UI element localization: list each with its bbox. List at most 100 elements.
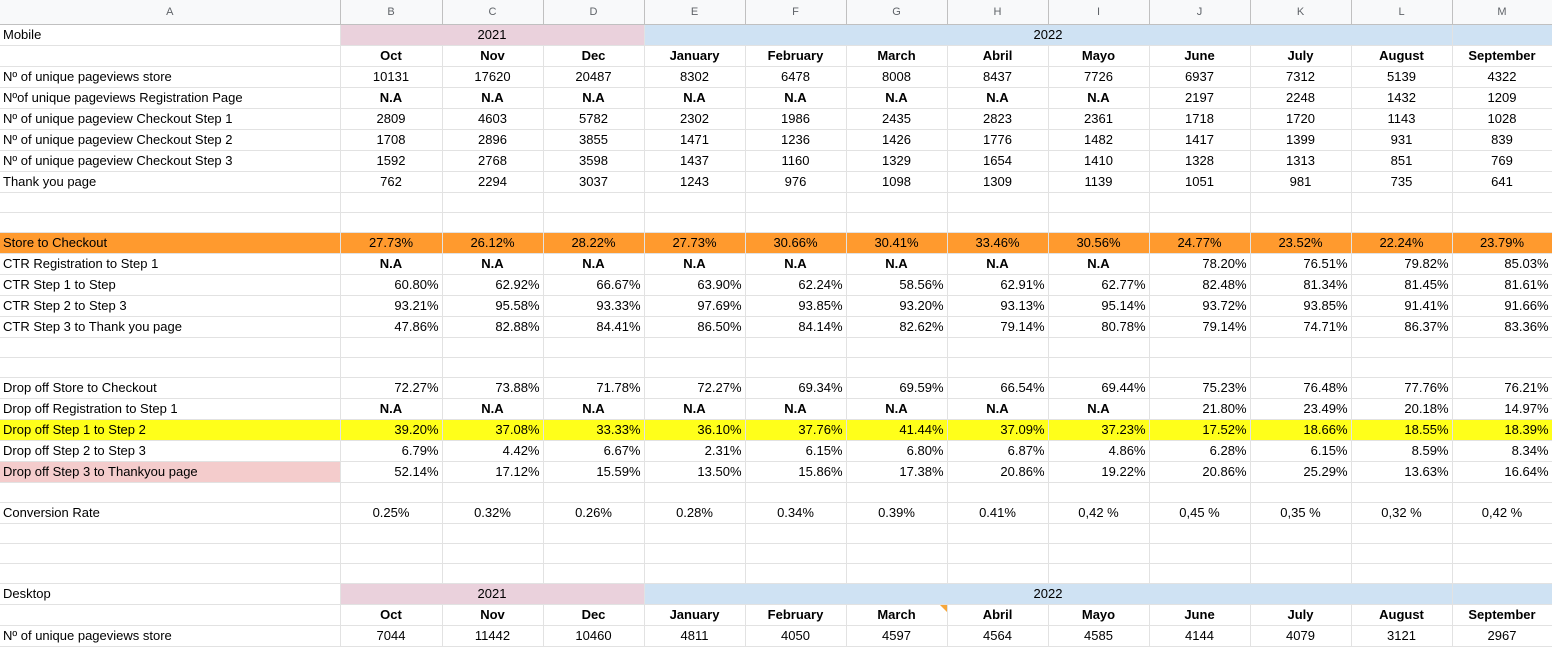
empty-cell[interactable] (846, 523, 948, 544)
month-header[interactable]: Dec (543, 604, 645, 626)
value-cell[interactable]: 81.61% (1452, 274, 1552, 296)
value-cell[interactable]: 23.79% (1452, 232, 1552, 254)
value-cell[interactable]: N.A (947, 398, 1049, 420)
value-cell[interactable]: 37.76% (745, 419, 847, 441)
empty-cell[interactable] (1048, 543, 1150, 564)
empty-cell[interactable] (442, 563, 544, 584)
empty-cell[interactable] (543, 337, 645, 358)
empty-cell[interactable] (543, 482, 645, 503)
month-header[interactable]: June (1149, 604, 1251, 626)
row-label[interactable]: Nº of unique pageviews store (0, 66, 341, 88)
empty-cell[interactable] (442, 212, 544, 233)
row-label[interactable]: Nº of unique pageview Checkout Step 3 (0, 150, 341, 172)
value-cell[interactable]: 2823 (947, 108, 1049, 130)
value-cell[interactable]: 84.14% (745, 316, 847, 338)
empty-cell[interactable] (846, 563, 948, 584)
value-cell[interactable]: 1236 (745, 129, 847, 151)
value-cell[interactable]: 13.63% (1351, 461, 1453, 483)
value-cell[interactable]: 26.12% (442, 232, 544, 254)
year-2022-header[interactable]: 2022 (644, 583, 1453, 605)
empty-cell[interactable] (1351, 543, 1453, 564)
empty-cell[interactable] (340, 482, 443, 503)
empty-cell[interactable] (1250, 543, 1352, 564)
value-cell[interactable]: 4322 (1452, 66, 1552, 88)
value-cell[interactable]: 1139 (1048, 171, 1150, 193)
value-cell[interactable]: 2768 (442, 150, 544, 172)
value-cell[interactable]: 13.50% (644, 461, 746, 483)
value-cell[interactable]: 851 (1351, 150, 1453, 172)
value-cell[interactable]: 2809 (340, 108, 443, 130)
value-cell[interactable]: 83.36% (1452, 316, 1552, 338)
month-header[interactable]: September (1452, 45, 1552, 67)
value-cell[interactable]: 11442 (442, 625, 544, 647)
empty-cell[interactable] (543, 563, 645, 584)
value-cell[interactable]: N.A (543, 398, 645, 420)
value-cell[interactable]: 8302 (644, 66, 746, 88)
empty-cell[interactable] (543, 212, 645, 233)
empty-cell[interactable] (846, 357, 948, 378)
month-header[interactable]: Mayo (1048, 45, 1150, 67)
value-cell[interactable]: 86.50% (644, 316, 746, 338)
empty-cell[interactable] (644, 543, 746, 564)
empty-cell[interactable] (1351, 563, 1453, 584)
value-cell[interactable]: 93.85% (745, 295, 847, 317)
month-header[interactable]: Nov (442, 45, 544, 67)
empty-cell[interactable] (442, 523, 544, 544)
desktop-section-label[interactable]: Desktop (0, 583, 341, 605)
value-cell[interactable]: 1028 (1452, 108, 1552, 130)
value-cell[interactable]: 81.45% (1351, 274, 1453, 296)
value-cell[interactable]: 6937 (1149, 66, 1251, 88)
empty-cell[interactable] (745, 543, 847, 564)
value-cell[interactable]: N.A (340, 87, 443, 109)
value-cell[interactable]: 1143 (1351, 108, 1453, 130)
column-header-i[interactable]: I (1048, 0, 1150, 25)
value-cell[interactable]: 33.33% (543, 419, 645, 441)
value-cell[interactable]: 27.73% (340, 232, 443, 254)
value-cell[interactable]: 6.15% (745, 440, 847, 462)
value-cell[interactable]: 14.97% (1452, 398, 1552, 420)
empty-cell[interactable] (0, 543, 341, 564)
empty-cell[interactable] (1351, 523, 1453, 544)
value-cell[interactable]: 8.34% (1452, 440, 1552, 462)
column-header-c[interactable]: C (442, 0, 544, 25)
value-cell[interactable]: 1051 (1149, 171, 1251, 193)
row-label[interactable]: Drop off Step 3 to Thankyou page (0, 461, 341, 483)
empty-cell[interactable] (1149, 192, 1251, 213)
value-cell[interactable]: 8437 (947, 66, 1049, 88)
value-cell[interactable]: 1471 (644, 129, 746, 151)
value-cell[interactable]: 6.67% (543, 440, 645, 462)
value-cell[interactable]: 75.23% (1149, 377, 1251, 399)
value-cell[interactable]: 0.32% (442, 502, 544, 524)
value-cell[interactable]: 5782 (543, 108, 645, 130)
value-cell[interactable]: 95.14% (1048, 295, 1150, 317)
value-cell[interactable]: 1098 (846, 171, 948, 193)
column-header-h[interactable]: H (947, 0, 1049, 25)
month-header[interactable]: March (846, 45, 948, 67)
value-cell[interactable]: 1437 (644, 150, 746, 172)
month-header[interactable]: February (745, 45, 847, 67)
value-cell[interactable]: 4811 (644, 625, 746, 647)
empty-cell[interactable] (1149, 357, 1251, 378)
value-cell[interactable]: 4.42% (442, 440, 544, 462)
column-header-e[interactable]: E (644, 0, 746, 25)
value-cell[interactable]: 1776 (947, 129, 1049, 151)
value-cell[interactable]: 0.39% (846, 502, 948, 524)
value-cell[interactable]: N.A (442, 87, 544, 109)
empty-cell[interactable] (1250, 357, 1352, 378)
value-cell[interactable]: N.A (846, 253, 948, 275)
value-cell[interactable]: 91.66% (1452, 295, 1552, 317)
row-label[interactable]: Nºof unique pageviews Registration Page (0, 87, 341, 109)
row-label[interactable]: Drop off Store to Checkout (0, 377, 341, 399)
value-cell[interactable]: 17.52% (1149, 419, 1251, 441)
empty-cell[interactable] (1149, 563, 1251, 584)
column-header-j[interactable]: J (1149, 0, 1251, 25)
empty-cell[interactable] (947, 212, 1049, 233)
month-header[interactable]: Oct (340, 604, 443, 626)
empty-cell[interactable] (1452, 337, 1552, 358)
empty-cell[interactable] (340, 543, 443, 564)
column-header-k[interactable]: K (1250, 0, 1352, 25)
month-header[interactable]: August (1351, 604, 1453, 626)
empty-cell[interactable] (947, 543, 1049, 564)
empty-cell[interactable] (1351, 212, 1453, 233)
value-cell[interactable]: 769 (1452, 150, 1552, 172)
